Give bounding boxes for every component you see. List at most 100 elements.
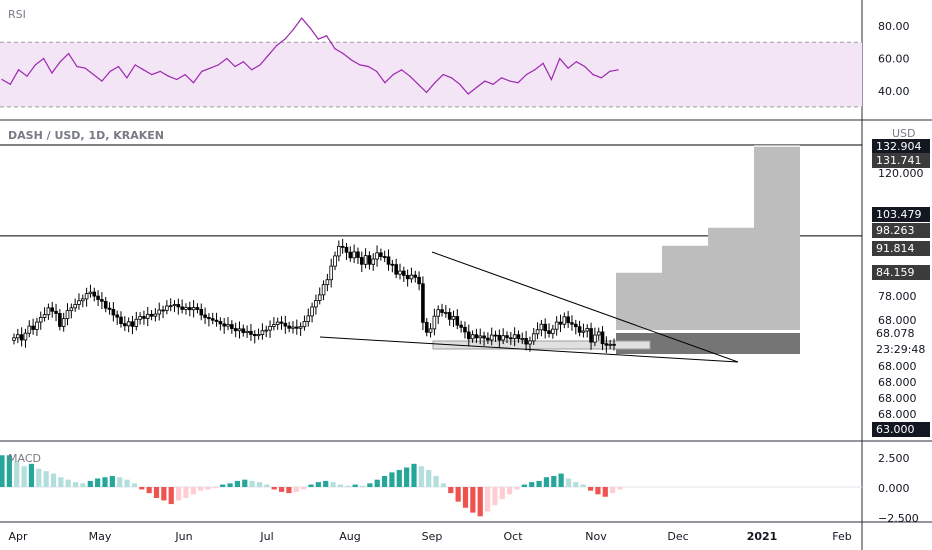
rsi-point [217, 64, 220, 66]
candle [210, 318, 215, 321]
time-axis-label: Apr [8, 530, 28, 543]
candle [367, 255, 372, 265]
candle [142, 316, 146, 319]
candle [302, 321, 307, 328]
support-zone-box [432, 340, 651, 350]
rsi-point [517, 82, 519, 84]
lower-trendline [319, 336, 739, 363]
rsi-point [367, 65, 369, 68]
rsi-point [18, 69, 20, 71]
candle [176, 304, 181, 308]
macd-bar [587, 487, 594, 491]
price-tag: 63.000 [876, 423, 915, 436]
rsi-title: RSI [8, 8, 26, 21]
candle [199, 308, 204, 316]
candle [134, 318, 139, 327]
candle [107, 307, 112, 310]
macd-bar [367, 483, 373, 487]
candle [444, 312, 448, 314]
rsi-point [59, 61, 61, 63]
candle [92, 291, 97, 297]
candle [96, 295, 100, 300]
rsi-point [550, 78, 553, 81]
time-axis-label: Jul [259, 530, 273, 543]
candle [218, 321, 223, 325]
stop-zone-box [616, 333, 800, 354]
candle [505, 335, 509, 339]
rsi-point [26, 75, 28, 77]
price-tag-bg [872, 207, 930, 222]
macd-bar [109, 476, 115, 487]
macd-bar [205, 487, 211, 490]
time-axis-label: 2021 [747, 530, 778, 543]
rsi-point [417, 83, 419, 85]
candle [12, 337, 16, 341]
macd-bar [212, 487, 218, 489]
macd-bar [389, 472, 395, 487]
rsi-point [92, 74, 95, 76]
rsi-point [500, 77, 503, 79]
rsi-point [342, 53, 344, 55]
candle [65, 310, 70, 320]
macd-bar [602, 487, 608, 497]
rsi-point [251, 69, 253, 71]
candle [421, 283, 425, 323]
candle [478, 335, 483, 339]
price-tag-bg [872, 153, 930, 168]
candle [69, 307, 74, 312]
macd-bar [95, 478, 101, 487]
candle [214, 319, 219, 322]
rsi-point [475, 86, 478, 89]
candle [482, 335, 486, 339]
rsi-point [134, 64, 136, 66]
candle [585, 328, 590, 332]
candle [126, 321, 131, 327]
candle [222, 323, 226, 327]
time-axis-label: Feb [832, 530, 851, 543]
candle [298, 326, 303, 329]
macd-bar [146, 487, 152, 494]
candle [424, 321, 429, 333]
price-title: DASH / USD, 1D, KRAKEN [8, 129, 164, 142]
candle [512, 334, 517, 339]
rsi-point [209, 67, 211, 69]
rsi-point [292, 28, 294, 30]
rsi-point [351, 59, 353, 61]
candle [256, 334, 261, 337]
candle [165, 305, 169, 311]
rsi-point [259, 64, 261, 66]
candle [119, 316, 123, 325]
candle [501, 335, 505, 341]
rsi-point [309, 27, 311, 29]
rsi-point [276, 44, 278, 47]
macd-bar [301, 487, 307, 490]
rsi-point [226, 57, 228, 60]
rsi-point [425, 91, 428, 93]
rsi-point [84, 67, 86, 69]
candle [432, 315, 437, 330]
candle [321, 284, 326, 296]
candle [451, 316, 456, 320]
candle [295, 326, 299, 329]
macd-bar [536, 480, 542, 487]
rsi-tick-label: 60.00 [878, 52, 910, 65]
rsi-point [442, 74, 444, 76]
rsi-point [409, 75, 411, 77]
time-axis-label: Oct [503, 530, 523, 543]
candle [77, 300, 81, 305]
candle [31, 325, 35, 330]
currency-unit-label: USD [892, 127, 916, 140]
macd-bar [448, 487, 454, 494]
macd-bar [58, 477, 64, 487]
macd-bar [337, 484, 344, 487]
price-tick-label: 78.000 [878, 290, 917, 303]
time-axis-label: Sep [422, 530, 443, 543]
macd-bar [374, 479, 380, 487]
macd-bar [131, 483, 138, 487]
upper-trendline [431, 251, 739, 363]
rsi-point [284, 38, 286, 40]
candle [379, 252, 383, 257]
candle [237, 328, 242, 332]
candle [19, 334, 24, 341]
rsi-point [1, 78, 3, 81]
